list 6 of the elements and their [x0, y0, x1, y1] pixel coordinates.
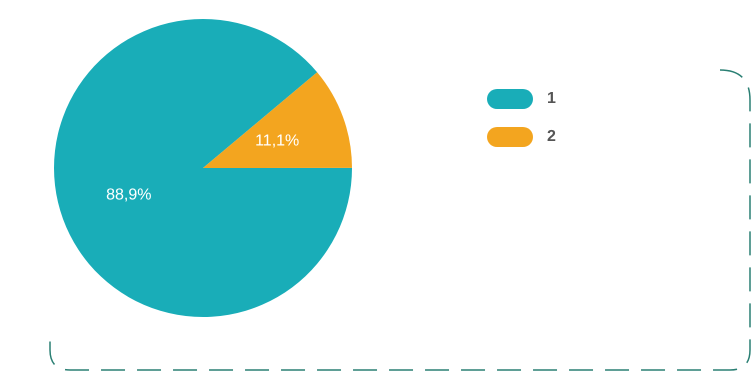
legend-label: 1	[547, 90, 556, 108]
data-label: 11,1%	[255, 132, 300, 150]
pie-slice	[54, 19, 352, 317]
pie-slice	[203, 72, 352, 168]
data-label: 88,9%	[106, 186, 152, 204]
legend-label: 2	[547, 128, 556, 146]
